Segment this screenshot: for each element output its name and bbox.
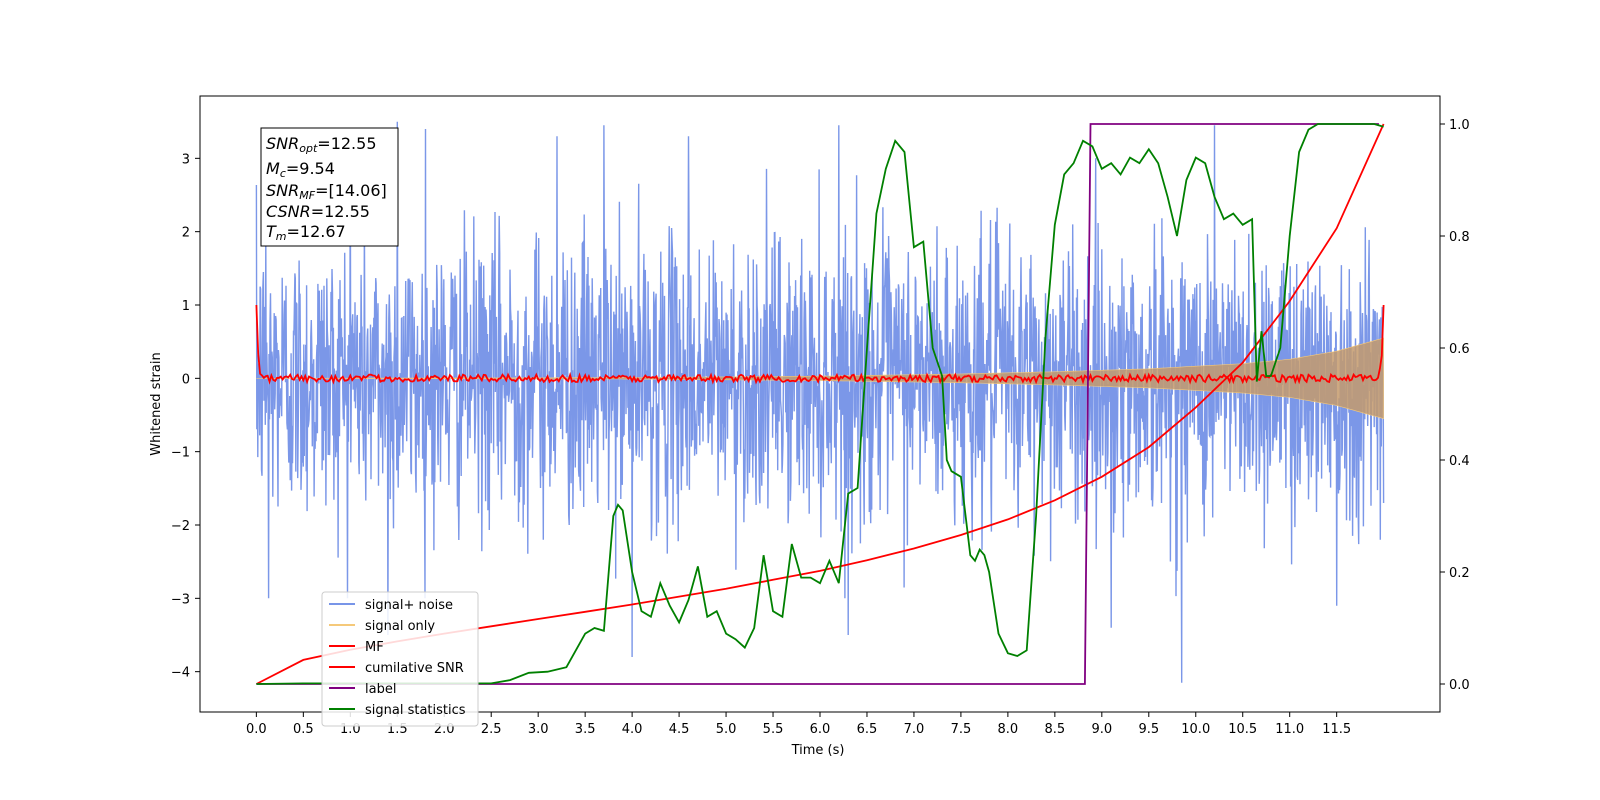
x-tick-label: 9.0 xyxy=(1091,722,1112,737)
x-tick-label: 6.0 xyxy=(810,722,831,737)
y-axis-label: Whitened strain xyxy=(149,352,164,455)
x-tick-label: 11.5 xyxy=(1322,722,1351,737)
x-tick-label: 6.5 xyxy=(857,722,878,737)
x-tick-label: 10.0 xyxy=(1181,722,1210,737)
legend-label: signal statistics xyxy=(365,703,466,718)
stats-box-frame xyxy=(260,127,399,247)
x-tick-label: 8.0 xyxy=(998,722,1019,737)
y-tick-label: 2 xyxy=(182,226,190,241)
x-tick-label: 4.0 xyxy=(622,722,643,737)
stats-snr-opt: SNRopt=12.55 xyxy=(266,134,377,155)
y-tick-label: −1 xyxy=(171,446,190,461)
y-axis-right: 0.0 0.2 0.4 0.6 0.8 1.0 xyxy=(1440,118,1470,693)
stats-snr-mf: SNRMF=[14.06] xyxy=(266,181,387,202)
x-tick-label: 0.0 xyxy=(246,722,267,737)
y-tick-label: −4 xyxy=(171,666,190,681)
y-right-tick-label: 0.2 xyxy=(1449,566,1470,581)
legend: signal+ noise signal only MF cumilative SNR… xyxy=(321,591,479,727)
series-signal-statistics xyxy=(256,123,1384,685)
legend-label: MF xyxy=(365,640,384,655)
y-tick-label: −2 xyxy=(171,519,190,534)
x-axis-label: Time (s) xyxy=(791,743,845,758)
x-tick-label: 3.5 xyxy=(575,722,596,737)
x-tick-label: 9.5 xyxy=(1138,722,1159,737)
legend-label: signal+ noise xyxy=(365,598,453,613)
y-tick-label: 1 xyxy=(182,299,190,314)
series-signal-noise xyxy=(255,121,1385,683)
y-right-tick-label: 0.6 xyxy=(1449,342,1470,357)
legend-label: signal only xyxy=(365,619,435,634)
x-tick-label: 8.5 xyxy=(1045,722,1066,737)
x-tick-label: 7.0 xyxy=(904,722,925,737)
stats-mc: Mc=9.54 xyxy=(266,159,335,180)
x-tick-label: 5.0 xyxy=(716,722,737,737)
y-tick-label: 0 xyxy=(182,372,190,387)
stats-box: SNRopt=12.55 Mc=9.54 SNRMF=[14.06] CSNR=… xyxy=(260,127,399,247)
series-label xyxy=(256,123,1379,685)
plot-area xyxy=(255,121,1385,685)
stats-tm: Tm=12.67 xyxy=(266,222,346,243)
x-tick-label: 0.5 xyxy=(293,722,314,737)
y-right-tick-label: 0.4 xyxy=(1449,454,1470,469)
y-tick-label: 3 xyxy=(182,152,190,167)
legend-frame xyxy=(321,591,479,727)
y-axis-left: −4 −3 −2 −1 0 1 2 3 xyxy=(171,152,200,681)
y-tick-label: −3 xyxy=(171,592,190,607)
x-tick-label: 11.0 xyxy=(1275,722,1304,737)
y-right-tick-label: 0.8 xyxy=(1449,230,1470,245)
x-tick-label: 3.0 xyxy=(528,722,549,737)
stats-csnr: CSNR=12.55 xyxy=(266,202,370,221)
series-mf xyxy=(255,304,1385,385)
y-right-tick-label: 1.0 xyxy=(1449,118,1470,133)
x-tick-label: 10.5 xyxy=(1228,722,1257,737)
y-right-tick-label: 0.0 xyxy=(1449,678,1470,693)
x-tick-label: 5.5 xyxy=(763,722,784,737)
legend-label: cumilative SNR xyxy=(365,661,464,676)
x-tick-label: 4.5 xyxy=(669,722,690,737)
x-tick-label: 2.5 xyxy=(481,722,502,737)
legend-label: label xyxy=(365,682,396,697)
x-tick-label: 7.5 xyxy=(951,722,972,737)
